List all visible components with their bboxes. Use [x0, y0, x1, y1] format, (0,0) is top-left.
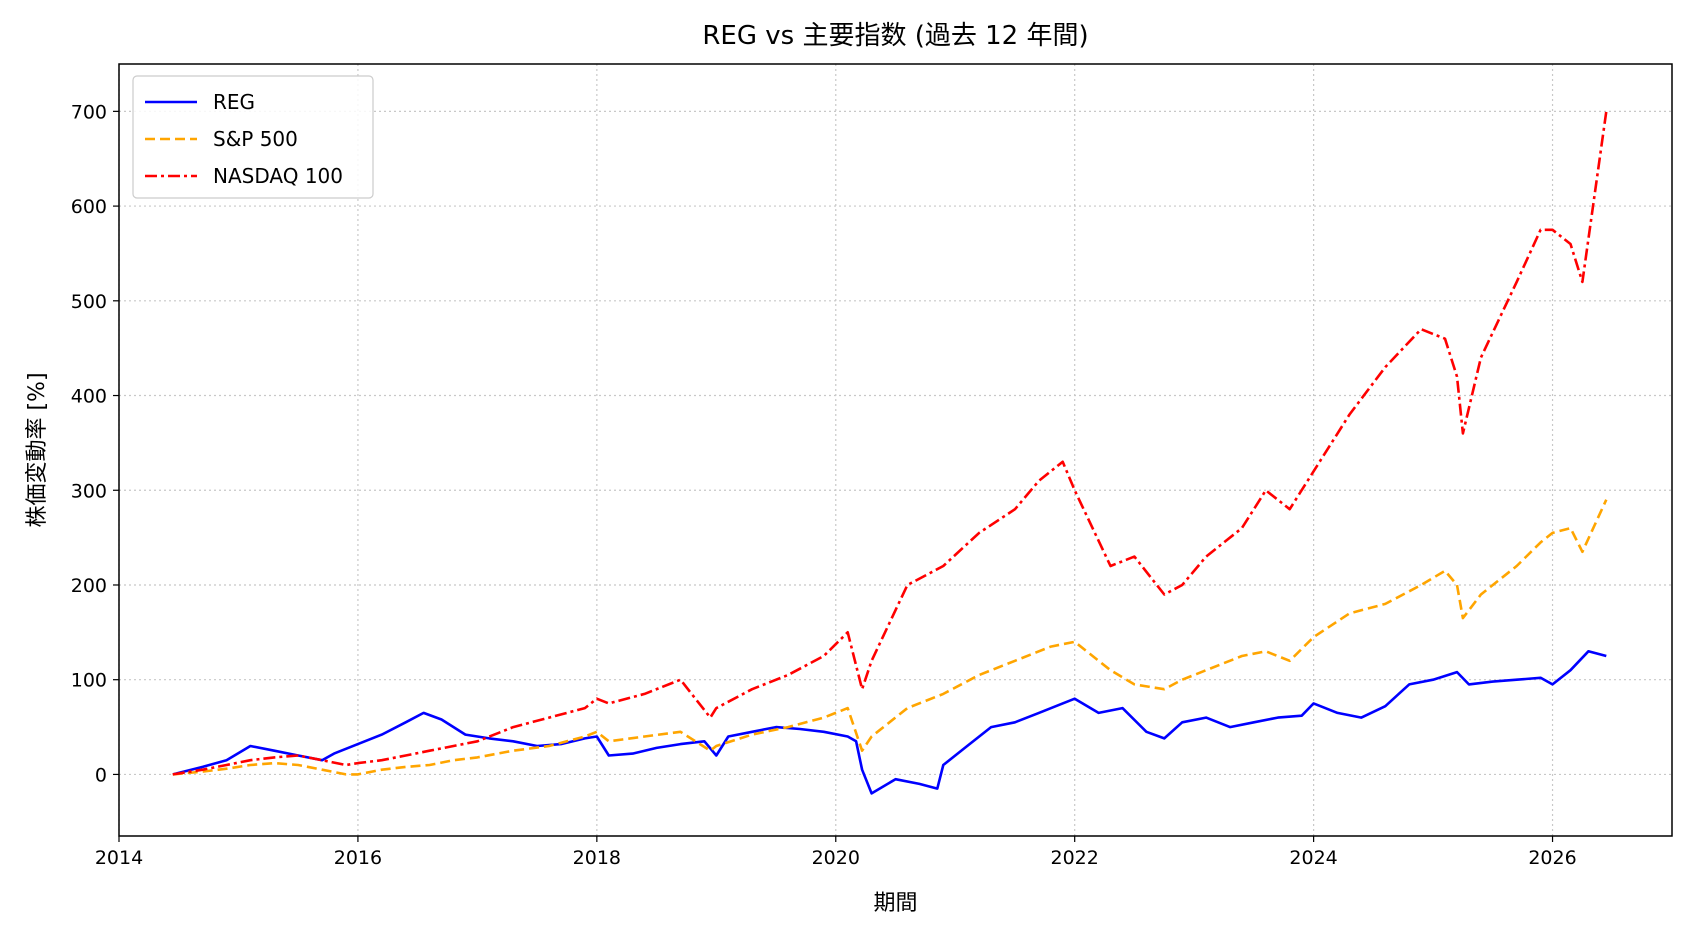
x-axis-label: 期間 — [873, 891, 917, 916]
series-line-2 — [172, 111, 1608, 776]
legend-label-0: REG — [213, 90, 255, 114]
x-tick-label: 2018 — [573, 847, 621, 869]
y-tick-label: 200 — [71, 575, 107, 597]
legend: REG S&P 500 NASDAQ 100 — [132, 75, 374, 199]
y-axis-label: 株価変動率 [%] — [25, 372, 50, 527]
x-tick-label: 2020 — [812, 847, 860, 869]
axis-ticks: 2014 2016 2018 2020 2022 2024 2026 0 100 200 300 40… — [71, 101, 1577, 869]
series-line-0 — [172, 649, 1607, 795]
legend-label-1: S&P 500 — [213, 127, 298, 151]
y-tick-label: 500 — [71, 291, 107, 313]
x-tick-label: 2026 — [1528, 847, 1576, 869]
x-tick-label: 2024 — [1289, 847, 1337, 869]
series-line-1 — [172, 499, 1608, 776]
x-tick-label: 2014 — [95, 847, 143, 869]
x-tick-label: 2022 — [1051, 847, 1099, 869]
series-lines — [172, 111, 1608, 795]
plot-frame — [118, 63, 1673, 837]
y-tick-label: 0 — [95, 764, 107, 786]
y-tick-label: 300 — [71, 480, 107, 502]
legend-label-2: NASDAQ 100 — [213, 164, 343, 188]
y-tick-label: 700 — [71, 101, 107, 123]
y-tick-label: 400 — [71, 386, 107, 408]
chart-title: REG vs 主要指数 (過去 12 年間) — [702, 21, 1088, 51]
y-tick-label: 100 — [71, 670, 107, 692]
legend-box — [132, 75, 374, 199]
x-tick-label: 2016 — [334, 847, 382, 869]
y-tick-label: 600 — [71, 196, 107, 218]
